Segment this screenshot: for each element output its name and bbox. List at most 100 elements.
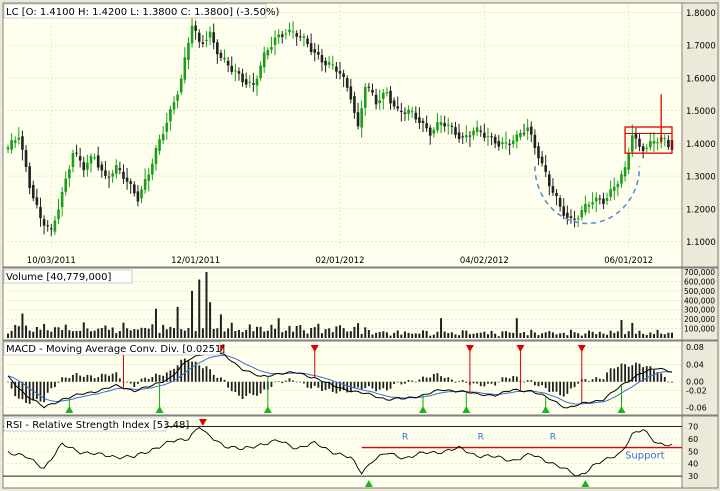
price-candle	[176, 94, 179, 101]
price-candle	[17, 137, 21, 140]
volume-bar	[93, 330, 96, 338]
macd-histogram-bar	[544, 381, 547, 389]
volume-bar	[566, 335, 569, 338]
macd-histogram-bar	[72, 374, 74, 382]
rsi-title: RSI - Relative Strength Index [53.48]	[6, 420, 189, 431]
date-tick-label: 02/01/2012	[316, 256, 365, 266]
macd-sell-signal	[310, 345, 319, 352]
volume-bar	[133, 329, 136, 338]
volume-bar	[505, 331, 507, 338]
price-candle	[378, 100, 381, 104]
macd-histogram-bar	[660, 373, 663, 382]
volume-bar	[353, 326, 356, 338]
macd-histogram-bar	[386, 381, 388, 391]
macd-buy-signal	[155, 406, 164, 413]
volume-bar	[263, 331, 266, 338]
volume-bar	[523, 332, 526, 338]
macd-histogram-bar	[187, 360, 190, 382]
price-candle	[230, 65, 234, 72]
volume-bar	[219, 314, 222, 338]
macd-histogram-bar	[342, 381, 345, 391]
panel-axis-2	[681, 340, 719, 416]
price-candle	[212, 32, 215, 43]
volume-bar	[79, 330, 82, 338]
volume-bar	[292, 331, 295, 338]
price-candle	[501, 142, 504, 145]
price-candle	[140, 189, 143, 199]
volume-bar	[234, 331, 237, 338]
macd-sell-signal	[516, 345, 525, 352]
price-candle	[652, 141, 656, 144]
volume-bar	[634, 333, 637, 338]
volume-bar	[100, 328, 103, 338]
volume-bar	[472, 333, 475, 338]
price-candle	[24, 150, 28, 168]
price-candle	[100, 164, 104, 171]
macd-buy-signal	[541, 406, 550, 413]
rsi-tick-label: 50	[688, 447, 698, 456]
price-candle	[576, 218, 580, 220]
volume-bar	[266, 330, 269, 338]
price-candle	[187, 42, 190, 60]
price-candle	[558, 197, 562, 207]
volume-bar	[317, 323, 320, 338]
volume-bar	[490, 330, 493, 338]
macd-tick-label: -0.06	[686, 404, 707, 413]
price-candle	[486, 136, 490, 138]
macd-histogram-bar	[422, 376, 424, 382]
volume-bar	[450, 332, 453, 338]
volume-bar	[411, 333, 414, 338]
volume-bar	[288, 325, 291, 338]
macd-histogram-bar	[458, 381, 460, 382]
price-candle	[533, 134, 537, 149]
macd-histogram-bar	[151, 376, 154, 382]
macd-histogram-bar	[230, 381, 233, 392]
macd-histogram-bar	[137, 381, 139, 384]
macd-histogram-bar	[364, 381, 367, 389]
rsi-line	[7, 426, 673, 477]
price-candle	[21, 136, 24, 150]
volume-bar	[209, 302, 212, 338]
price-candle	[605, 198, 609, 201]
price-candle	[454, 127, 457, 135]
price-candle	[133, 184, 136, 194]
macd-histogram-bar	[86, 374, 89, 382]
volume-bar	[645, 334, 648, 338]
macd-histogram-bar	[432, 373, 435, 382]
price-candle	[31, 185, 35, 199]
macd-histogram-bar	[108, 375, 110, 382]
macd-histogram-bar	[440, 376, 442, 382]
macd-histogram-bar	[111, 373, 114, 382]
rsi-tick-label: 40	[688, 460, 698, 469]
macd-histogram-bar	[404, 381, 406, 384]
price-candle	[490, 136, 493, 138]
volume-bar	[111, 327, 114, 338]
price-candle	[197, 32, 201, 42]
macd-histogram-bar	[487, 381, 489, 384]
macd-histogram-bar	[443, 378, 446, 382]
macd-histogram-bar	[82, 376, 85, 382]
volume-bar	[631, 322, 634, 338]
price-candle	[609, 189, 612, 197]
price-candle	[631, 135, 634, 152]
macd-buy-signal	[65, 406, 74, 413]
volume-bar	[43, 323, 46, 338]
price-candle	[309, 43, 313, 53]
price-candle	[299, 36, 302, 38]
volume-bar	[17, 326, 20, 338]
volume-bar	[61, 330, 64, 338]
macd-histogram-bar	[115, 372, 118, 382]
macd-histogram-bar	[126, 381, 128, 383]
volume-bar	[68, 330, 71, 338]
price-candle	[252, 83, 255, 85]
macd-histogram-bar	[97, 377, 100, 382]
rsi-r-label: R	[478, 433, 484, 443]
macd-histogram-bar	[274, 381, 276, 383]
macd-histogram-bar	[570, 381, 572, 389]
macd-histogram-bar	[346, 381, 349, 393]
macd-histogram-bar	[313, 381, 316, 386]
panel-plot-0	[2, 2, 683, 268]
volume-bar	[35, 326, 38, 338]
price-candle	[544, 165, 547, 172]
